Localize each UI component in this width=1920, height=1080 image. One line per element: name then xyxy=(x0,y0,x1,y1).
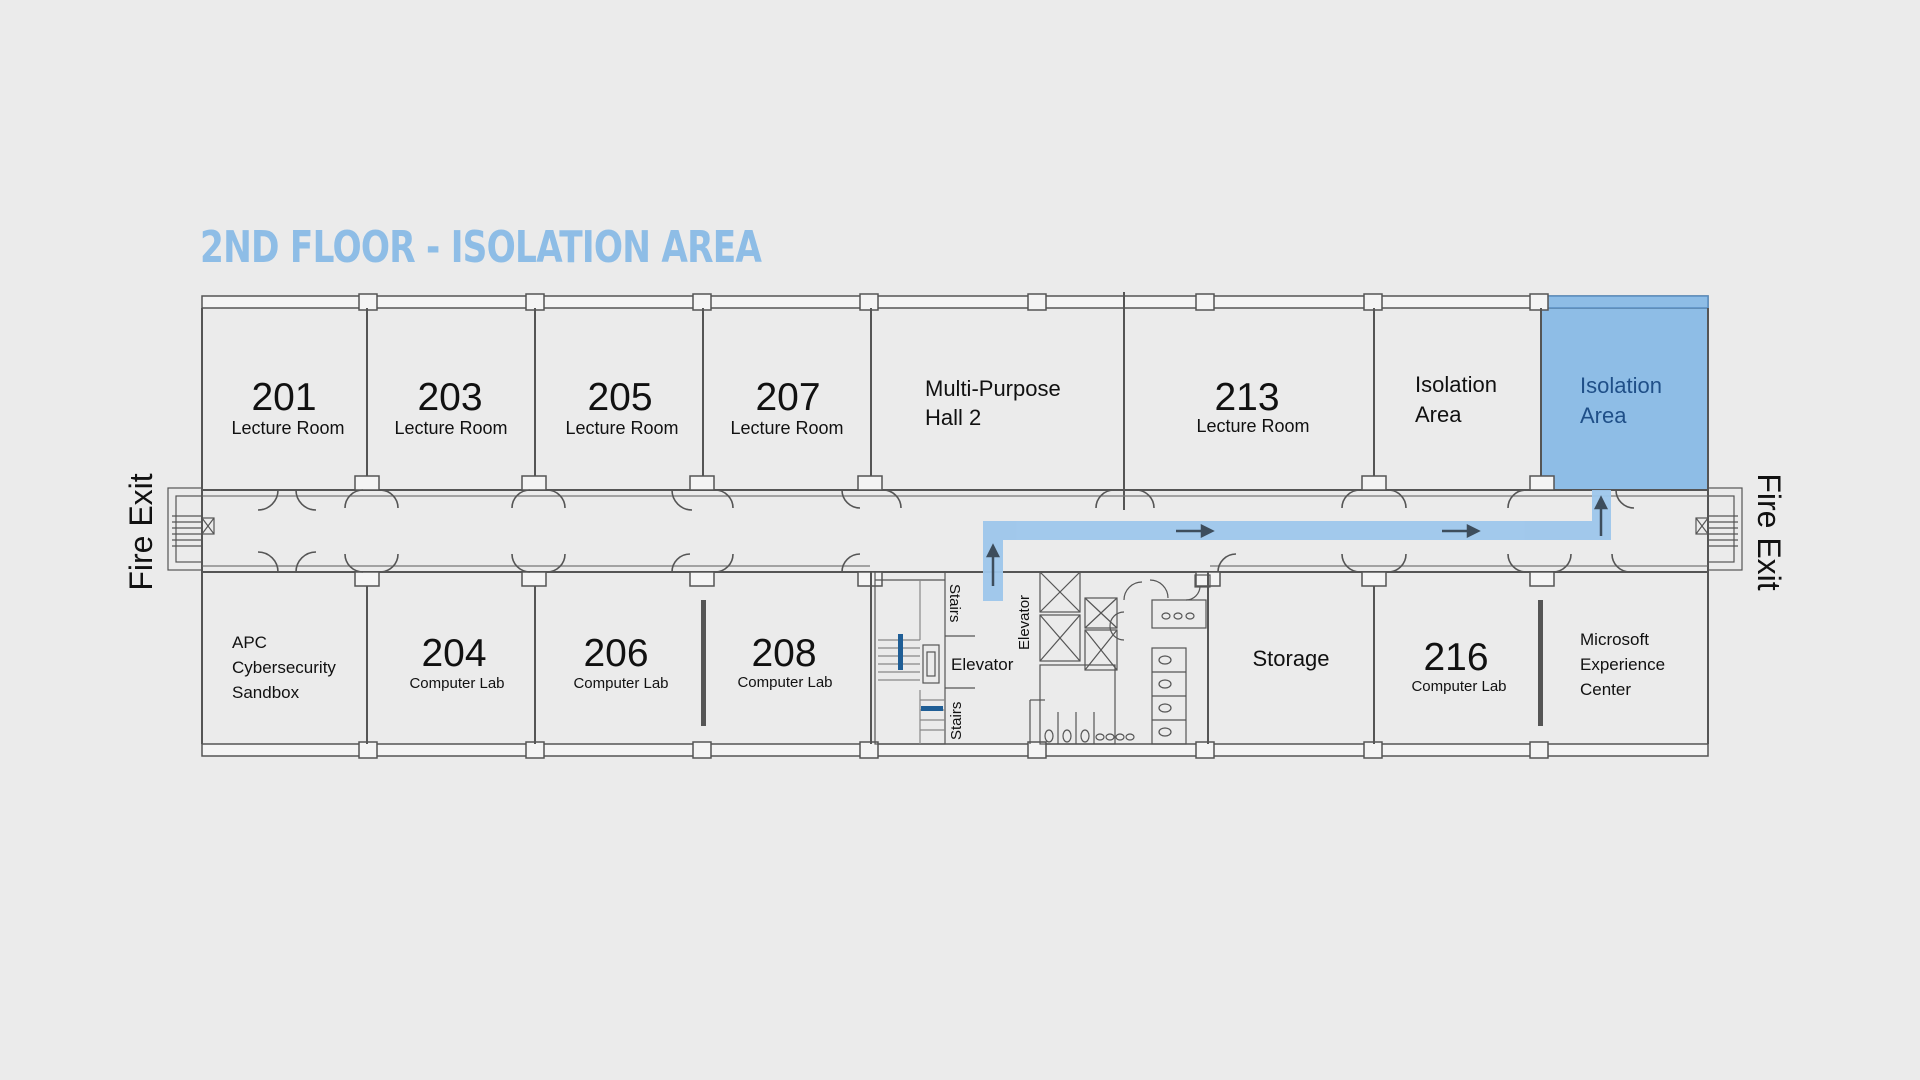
bottom-rooms: APC Cybersecurity Sandbox 204 Computer L… xyxy=(232,630,1665,702)
room-201-number: 201 xyxy=(251,376,316,419)
microsoft-center-line2: Experience xyxy=(1580,655,1665,674)
elevator-vertical-label: Elevator xyxy=(1016,595,1033,650)
corridor-columns xyxy=(354,475,1555,587)
isolation-area-2-line1: Isolation xyxy=(1580,373,1662,398)
room-204-type: Computer Lab xyxy=(409,675,504,692)
apc-sandbox-line1: APC xyxy=(232,633,267,652)
multi-purpose-hall-line2: Hall 2 xyxy=(925,405,981,430)
room-204-number: 204 xyxy=(421,632,486,675)
core-labels: Elevator Stairs Stairs Elevator xyxy=(946,584,1033,740)
up-arrow-icon xyxy=(1593,495,1609,536)
isolation-area-1-line2: Area xyxy=(1415,402,1462,427)
isolation-area-highlight xyxy=(1541,297,1708,490)
room-205-type: Lecture Room xyxy=(565,418,678,438)
up-arrow-icon xyxy=(985,543,1001,586)
isolation-area-1-line1: Isolation xyxy=(1415,372,1497,397)
room-207-number: 207 xyxy=(755,376,820,419)
stairs-upper-label: Stairs xyxy=(946,584,963,622)
outer-walls xyxy=(201,295,1709,757)
room-213-number: 213 xyxy=(1214,376,1279,419)
isolation-area-2-line2: Area xyxy=(1580,403,1627,428)
top-partitions xyxy=(366,292,1542,510)
fire-exit-left-label: Fire Exit xyxy=(123,473,159,590)
service-core xyxy=(874,571,1211,745)
room-203-type: Lecture Room xyxy=(394,418,507,438)
doors xyxy=(257,489,1635,573)
room-201-type: Lecture Room xyxy=(231,418,344,438)
evacuation-route xyxy=(983,490,1611,601)
multi-purpose-hall-line1: Multi-Purpose xyxy=(925,376,1061,401)
room-213-type: Lecture Room xyxy=(1196,416,1309,436)
corridor-walls xyxy=(202,489,1708,573)
room-203-number: 203 xyxy=(417,376,482,419)
right-arrow-icon xyxy=(1442,523,1481,539)
room-206-number: 206 xyxy=(583,632,648,675)
apc-sandbox-line3: Sandbox xyxy=(232,683,300,702)
storage-label: Storage xyxy=(1252,646,1329,671)
microsoft-center-line3: Center xyxy=(1580,680,1631,699)
room-206-type: Computer Lab xyxy=(573,675,668,692)
elevator-label: Elevator xyxy=(951,655,1014,674)
page-title: 2ND FLOOR - ISOLATION AREA xyxy=(200,222,762,273)
apc-sandbox-line2: Cybersecurity xyxy=(232,658,336,677)
room-216-number: 216 xyxy=(1423,636,1488,679)
room-207-type: Lecture Room xyxy=(730,418,843,438)
room-216-type: Computer Lab xyxy=(1411,678,1506,695)
bottom-partitions xyxy=(366,572,1543,744)
room-208-number: 208 xyxy=(751,632,816,675)
room-208-type: Computer Lab xyxy=(737,674,832,691)
top-rooms: 201 Lecture Room 203 Lecture Room 205 Le… xyxy=(231,372,1661,438)
room-205-number: 205 xyxy=(587,376,652,419)
right-arrow-icon xyxy=(1176,523,1215,539)
fire-exit-stairs xyxy=(167,487,1743,571)
fire-exit-right-label: Fire Exit xyxy=(1751,473,1787,590)
microsoft-center-line1: Microsoft xyxy=(1580,630,1649,649)
stairs-lower-label: Stairs xyxy=(948,702,965,740)
